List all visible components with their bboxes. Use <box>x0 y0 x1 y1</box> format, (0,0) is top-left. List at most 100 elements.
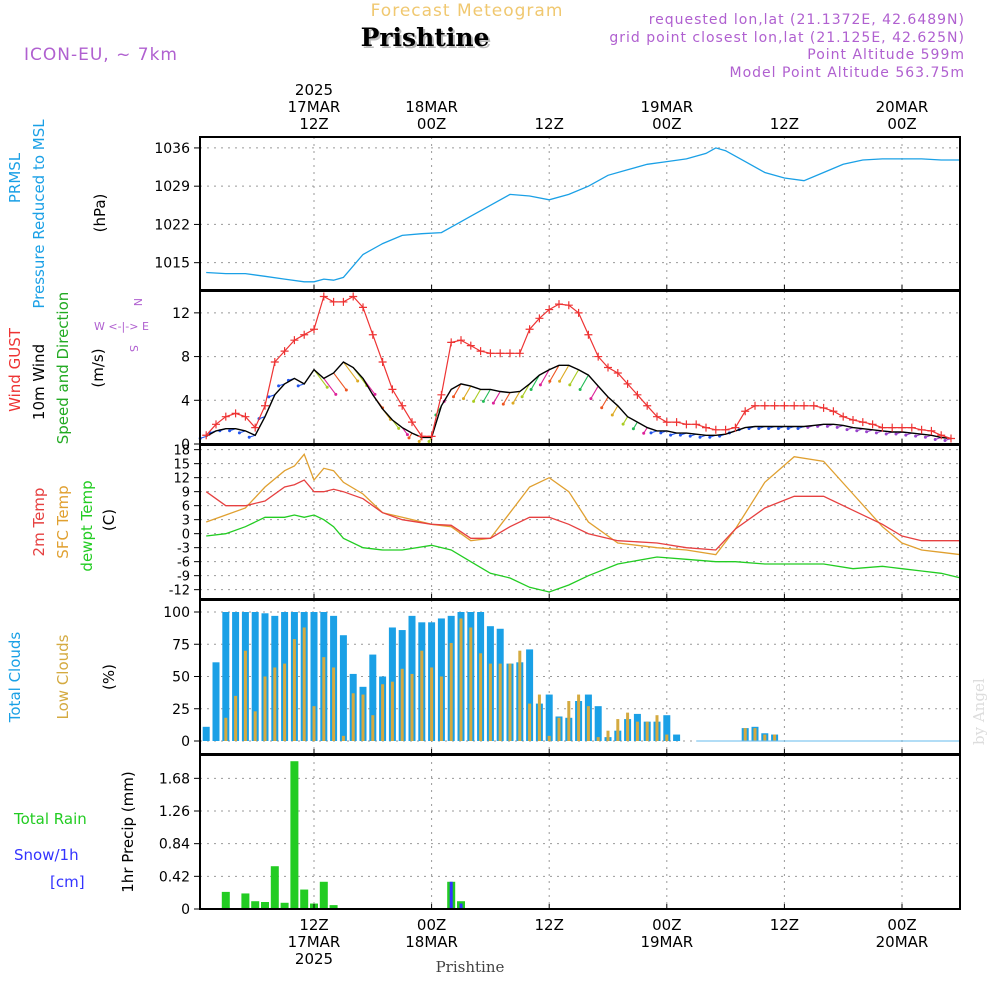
wind-direction-arrowhead <box>884 432 888 436</box>
wind-direction-arrowhead <box>472 399 476 403</box>
low-clouds-bar <box>773 734 777 741</box>
wind-gust-marker <box>398 401 407 410</box>
tick-label-clouds: 0 <box>181 734 190 750</box>
wind-gust-marker <box>800 401 808 410</box>
low-clouds-bar <box>567 701 571 741</box>
tick-label-temp: -12 <box>169 584 190 599</box>
wind-gust-marker <box>525 325 534 334</box>
wind-gust-marker <box>849 415 857 424</box>
low-clouds-bar <box>371 715 375 741</box>
grid-layer <box>200 137 960 910</box>
low-clouds-bar <box>498 663 502 741</box>
bottom-time-label: 2025 <box>295 950 333 968</box>
tick-label-temp: -3 <box>177 542 190 557</box>
low-clouds-bar <box>273 667 277 741</box>
wind-gust-marker <box>829 407 838 416</box>
wind-gust-marker <box>947 434 955 443</box>
tick-label-temp: -6 <box>177 556 190 571</box>
wind-direction-arrow <box>342 361 359 382</box>
low-clouds-bar <box>283 663 287 741</box>
wind-gust-marker <box>261 401 269 410</box>
low-clouds-bar <box>596 737 600 741</box>
wind-gust-marker <box>388 385 397 394</box>
tick-label-temp: 15 <box>173 458 190 473</box>
credit-watermark: by Angel <box>970 678 988 745</box>
wind-gust-marker <box>447 338 456 347</box>
total-clouds-bar <box>251 612 259 741</box>
top-time-label: 00Z <box>887 115 916 133</box>
wind-direction-arrow <box>530 374 540 390</box>
wind-direction-arrowhead <box>825 424 829 428</box>
tick-label-pressure: 1036 <box>154 141 190 157</box>
low-clouds-bar <box>528 703 532 741</box>
wind-direction-arrowhead <box>247 435 251 439</box>
wind-direction-arrowhead <box>481 399 485 403</box>
wind-direction-arrowhead <box>698 435 702 439</box>
low-clouds-bar <box>508 663 512 741</box>
low-clouds-bar <box>312 706 316 741</box>
wind-gust-marker <box>506 349 514 358</box>
low-clouds-bar <box>302 627 306 741</box>
compass-label-we: W <-|-> E <box>94 320 149 333</box>
wind-gust-marker <box>809 401 818 410</box>
wind-gust-marker <box>760 401 769 410</box>
bottom-time-label: 12Z <box>535 916 564 934</box>
low-clouds-bar <box>616 719 620 741</box>
wind-gust-marker <box>672 418 681 427</box>
wind-direction-arrow <box>559 365 570 382</box>
wind-direction-arrowhead <box>373 392 377 396</box>
wind-direction-arrowhead <box>786 427 790 431</box>
wind-direction-arrowhead <box>678 433 682 437</box>
wind-direction-arrow <box>569 369 580 386</box>
wind-gust-marker <box>378 358 387 367</box>
wind-gust-marker <box>251 423 260 432</box>
wind-speed-line <box>205 361 952 440</box>
wind-direction-arrowhead <box>914 434 918 438</box>
wind-gust-marker <box>692 420 701 429</box>
wind-gust-marker <box>359 303 367 312</box>
wind-gust-marker <box>280 347 289 356</box>
top-time-label: 18MAR <box>405 98 458 116</box>
low-clouds-bar <box>645 721 649 741</box>
temp-unit: (C) <box>100 509 118 531</box>
wind-label-10m: 10m Wind <box>30 344 48 420</box>
banner-title: Forecast Meteogram <box>371 1 564 21</box>
wind-direction-arrowhead <box>462 397 465 401</box>
wind-gust-marker <box>417 432 426 441</box>
wind-gust-marker <box>486 349 495 358</box>
wind-gust-marker <box>780 401 789 410</box>
wind-direction-arrowhead <box>558 379 562 383</box>
low-clouds-bar <box>224 717 228 741</box>
wind-direction-arrow <box>482 389 491 402</box>
wind-gust-marker <box>535 314 544 323</box>
wind-direction-arrowhead <box>277 384 281 388</box>
point-altitude: Point Altitude 599m <box>807 47 965 63</box>
bottom-time-label: 19MAR <box>640 933 693 951</box>
wind-direction-arrowhead <box>649 431 653 435</box>
wind-direction-arrowhead <box>600 406 604 410</box>
wind-unit: (m/s) <box>89 348 107 387</box>
tick-label-wind: 0 <box>181 437 190 453</box>
wind-direction-arrow <box>333 372 347 391</box>
top-time-label: 00Z <box>417 115 446 133</box>
wind-gust-marker <box>212 420 220 429</box>
pressure-unit: (hPa) <box>91 194 109 233</box>
panel-frame-precip <box>199 754 961 910</box>
pressure-line <box>206 147 961 283</box>
frame-layer <box>194 136 961 910</box>
tick-label-precip: 1.68 <box>159 771 190 787</box>
wind-gust-marker <box>437 390 446 399</box>
top-time-label: 00Z <box>652 115 681 133</box>
wind-gust-marker <box>711 425 720 434</box>
wind-direction-arrow <box>611 405 619 416</box>
bottom-time-label: 00Z <box>417 916 446 934</box>
wind-direction-arrowhead <box>621 422 625 426</box>
wind-gust-marker <box>907 423 916 432</box>
low-clouds-bar <box>586 706 590 741</box>
total-clouds-bar <box>663 715 671 741</box>
wind-gust-marker <box>682 420 691 429</box>
total-clouds-bar <box>222 612 230 741</box>
wind-direction-arrowhead <box>904 433 908 437</box>
snow-bar <box>449 881 453 909</box>
